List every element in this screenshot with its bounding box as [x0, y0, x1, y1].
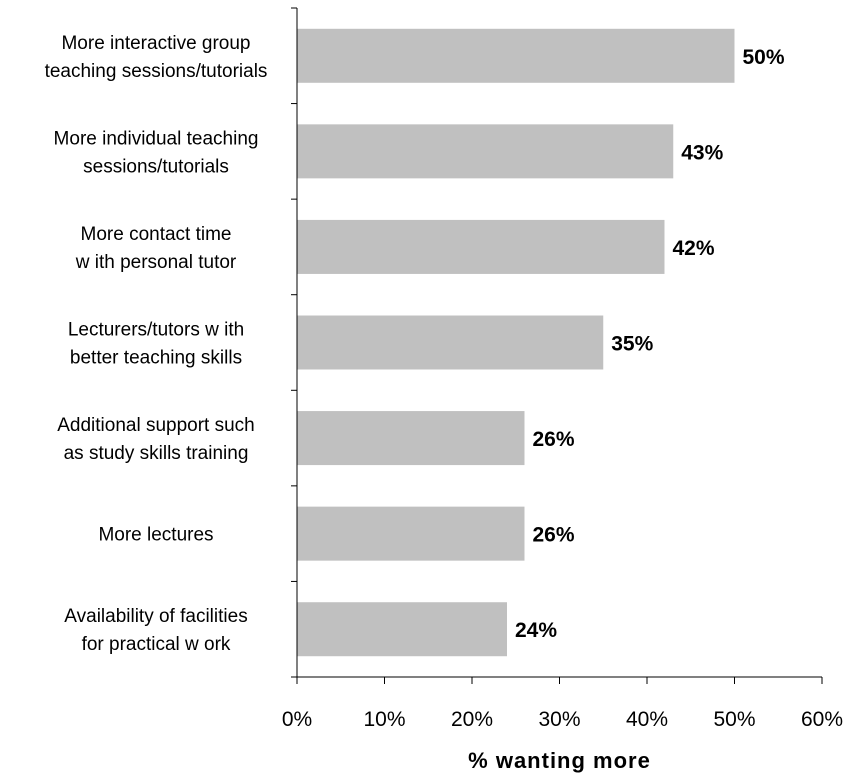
value-label-5: 26%	[533, 428, 575, 451]
x-tick-label: 10%	[363, 708, 405, 731]
bar-7	[297, 602, 507, 657]
category-label-line: sessions/tutorials	[83, 156, 229, 177]
value-label-4: 35%	[611, 333, 653, 356]
category-label-line: as study skills training	[64, 443, 249, 464]
category-label-2: More individual teaching sessions/tutoria…	[54, 128, 259, 177]
bar-4	[297, 315, 604, 370]
category-label-line: for practical w ork	[82, 634, 231, 655]
category-label-line: teaching sessions/tutorials	[45, 61, 268, 82]
category-label-1: More interactive group teaching sessions/…	[45, 33, 268, 82]
category-label-line: More interactive group	[61, 33, 250, 54]
category-label-line: w ith personal tutor	[75, 252, 237, 273]
category-label-line: Lecturers/tutors w ith	[68, 320, 244, 341]
bar-6	[297, 506, 525, 561]
value-label-2: 43%	[681, 141, 723, 164]
bars-layer	[297, 28, 735, 657]
bar-2	[297, 124, 674, 179]
x-tick-label: 40%	[626, 708, 668, 731]
x-axis-title: % wanting more	[468, 748, 651, 773]
category-label-3: More contact time w ith personal tutor	[75, 224, 237, 273]
x-tick-label: 60%	[801, 708, 843, 731]
category-label-4: Lecturers/tutors w ith better teaching sk…	[68, 320, 244, 369]
category-label-5: Additional support such as study skills t…	[57, 415, 255, 464]
axes-layer	[291, 7, 823, 684]
bar-1	[297, 28, 735, 83]
category-label-line: More lectures	[98, 525, 213, 546]
x-tick-label: 0%	[282, 708, 312, 731]
x-tick-label: 30%	[538, 708, 580, 731]
bar-5	[297, 411, 525, 466]
x-tick-label: 50%	[713, 708, 755, 731]
category-label-line: More contact time	[81, 224, 232, 245]
category-label-7: Availability of facilities for practical …	[64, 606, 247, 655]
value-label-6: 26%	[533, 524, 575, 547]
category-label-6: More lectures	[98, 525, 213, 546]
category-label-line: More individual teaching	[54, 128, 259, 149]
category-label-line: Additional support such	[57, 415, 255, 436]
value-label-7: 24%	[515, 619, 557, 642]
category-label-line: better teaching skills	[70, 348, 242, 369]
category-label-line: Availability of facilities	[64, 606, 247, 627]
x-tick-label: 20%	[451, 708, 493, 731]
value-label-1: 50%	[743, 46, 785, 69]
value-label-3: 42%	[673, 237, 715, 260]
labels-layer: 50% More interactive group teaching sessio…	[45, 33, 843, 773]
bar-3	[297, 219, 665, 274]
